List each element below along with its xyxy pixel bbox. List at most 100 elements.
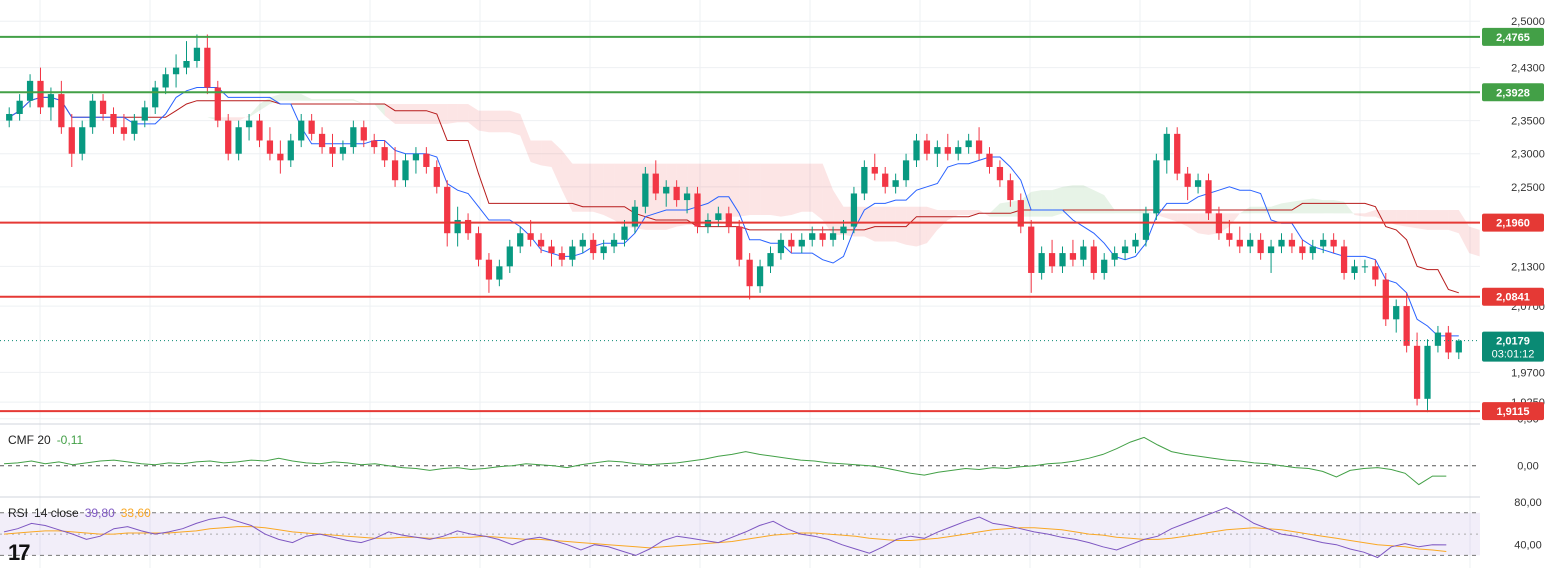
cloud-segment [301,94,312,101]
cloud-segment [1396,210,1407,227]
candle-body [183,60,190,68]
candle-body [1424,345,1431,399]
candle-body [548,246,555,254]
candle-body [944,147,951,154]
candle-body [1007,180,1014,201]
candle-body [225,120,232,154]
level-tag-label: 1,9115 [1496,406,1529,418]
ichimoku-lines [8,87,1459,337]
candle-body [840,226,847,234]
candle-body [1184,173,1191,187]
candle-body [423,153,430,167]
candle-body [621,226,628,240]
level-tag [1482,402,1544,421]
candle-body [1278,239,1285,247]
support-resistance-levels[interactable] [0,35,1480,413]
price-tick-label: 2,4300 [1511,63,1545,75]
cmf-name: CMF 20 [8,433,51,447]
cloud-segment [1125,210,1136,214]
candle-body [1434,332,1442,346]
ichimoku-cloud [92,94,1480,257]
cloud-segment [1145,210,1157,215]
cloud-segment [926,206,938,244]
candle-body [329,147,336,154]
cloud-segment [1354,213,1365,217]
candle-body [1163,133,1170,161]
cloud-segment [1114,210,1126,214]
candle-body [1247,239,1254,247]
candle-body [673,186,680,201]
candle-body [1121,246,1129,254]
candlestick-series[interactable] [0,34,1480,413]
candle-body [89,100,96,128]
cloud-segment [770,163,781,217]
cloud-segment [113,97,124,101]
candle-body [172,67,180,75]
candle-body [1132,239,1139,247]
rsi-legend[interactable]: RSI 14 close 39,80 33,60 [8,506,157,520]
candle-body [266,140,274,154]
candle-body [1101,259,1108,273]
level-tag [1482,83,1544,102]
candle-body [955,147,962,154]
candle-body [485,259,493,280]
cloud-segment [572,163,583,212]
last-price-label: 2,0179 [1496,336,1530,348]
level-tag-label: 2,4765 [1496,32,1530,44]
cloud-segment [1229,213,1240,227]
cloud-segment [228,117,239,121]
cloud-segment [1323,200,1334,214]
cloud-segment [1427,210,1438,230]
cloud-segment [1302,198,1313,214]
candle-body [339,147,347,154]
candle-body [318,133,326,148]
candle-body [871,166,878,174]
candle-body [58,94,65,128]
cloud-segment [457,104,469,123]
tradingview-logo[interactable]: 17 [8,540,31,565]
cloud-segment [1083,185,1094,214]
candle-body [1340,246,1348,273]
price-tick-label: 2,3500 [1511,116,1545,128]
candle-body [996,166,1004,181]
cloud-segment [1198,213,1209,235]
candle-body [402,160,409,181]
cloud-segment [603,163,615,220]
cloud-segment [322,99,333,101]
candle-body [277,153,284,161]
candle-body [26,80,34,101]
cmf-legend[interactable]: CMF 20 -0,11 [8,433,89,447]
cloud-segment [582,163,594,212]
candle-body [892,180,899,187]
cloud-segment [1031,190,1042,217]
rsi-value: 39,80 [84,506,115,520]
candle-body [736,226,743,260]
candle-body [287,140,294,161]
cloud-segment [947,210,959,220]
candle-body [371,140,378,148]
cloud-segment [374,104,385,116]
rsi-line [3,506,1447,559]
candle-body [788,239,795,247]
tenkan-line [8,87,1459,337]
cloud-segment [906,206,917,247]
countdown-label: 03:01:12 [1492,349,1535,361]
candle-body [809,233,816,240]
cmf-pane [0,436,1480,486]
candle-body [162,74,169,88]
candle-body [475,233,482,260]
candle-body [1257,239,1264,254]
candle-body [235,127,242,154]
cloud-segment [760,163,771,215]
candle-body [777,239,785,254]
cloud-segment [707,163,719,225]
cloud-segment [780,163,792,217]
candle-body [1320,239,1327,247]
cloud-segment [739,163,750,217]
candle-body [527,233,534,240]
cloud-segment [238,115,250,121]
cloud-segment [290,94,302,101]
cloud-segment [415,104,427,124]
price-tick-label: 2,5000 [1511,16,1545,28]
